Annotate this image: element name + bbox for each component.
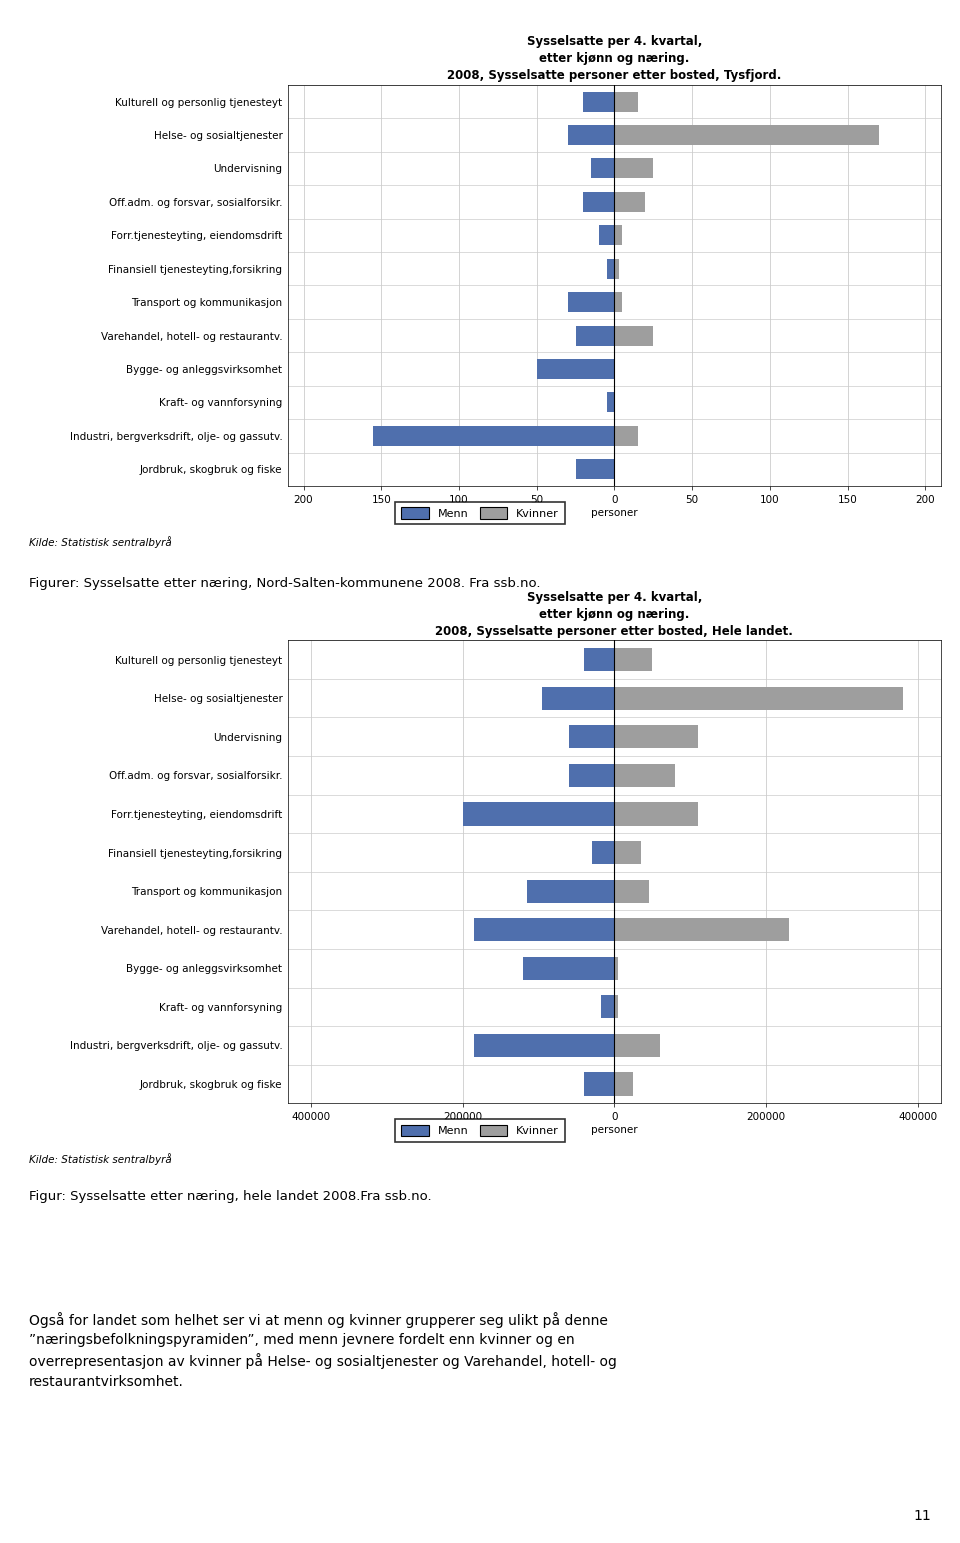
Bar [474, 1034, 614, 1057]
Bar [614, 159, 653, 179]
Bar [584, 1072, 614, 1096]
Text: Figurer: Sysselsatte etter næring, Nord-Salten-kommunene 2008. Fra ssb.no.: Figurer: Sysselsatte etter næring, Nord-… [29, 577, 540, 591]
Bar [584, 91, 614, 111]
Bar [591, 159, 614, 179]
Bar [614, 292, 622, 312]
Bar [614, 91, 637, 111]
Bar [542, 687, 614, 710]
Bar [614, 259, 619, 279]
Bar [607, 259, 614, 279]
Bar [607, 392, 614, 412]
Bar [614, 802, 698, 826]
Bar [527, 880, 614, 903]
Bar [614, 125, 878, 145]
X-axis label: personer: personer [591, 508, 637, 518]
Title: Sysselsatte per 4. kvartal,
etter kjønn og næring.
2008, Sysselsatte personer et: Sysselsatte per 4. kvartal, etter kjønn … [436, 591, 793, 637]
Legend: Menn, Kvinner: Menn, Kvinner [396, 1119, 564, 1142]
Bar [614, 426, 637, 446]
Bar [614, 957, 618, 980]
Bar [614, 326, 653, 346]
Bar [569, 764, 614, 787]
Bar [614, 1034, 660, 1057]
Bar [576, 326, 614, 346]
Text: Kilde: Statistisk sentralbyrå: Kilde: Statistisk sentralbyrå [29, 1153, 172, 1165]
Bar [567, 125, 614, 145]
Bar [537, 360, 614, 380]
Bar [614, 725, 698, 748]
Bar [474, 918, 614, 941]
Text: Figur: Sysselsatte etter næring, hele landet 2008.Fra ssb.no.: Figur: Sysselsatte etter næring, hele la… [29, 1190, 431, 1202]
Text: Kilde: Statistisk sentralbyrå: Kilde: Statistisk sentralbyrå [29, 535, 172, 548]
X-axis label: personer: personer [591, 1125, 637, 1136]
Title: Sysselsatte per 4. kvartal,
etter kjønn og næring.
2008, Sysselsatte personer et: Sysselsatte per 4. kvartal, etter kjønn … [447, 35, 781, 82]
Bar [614, 687, 902, 710]
Bar [584, 191, 614, 211]
Bar [601, 995, 614, 1018]
Bar [614, 995, 618, 1018]
Legend: Menn, Kvinner: Menn, Kvinner [396, 501, 564, 525]
Bar [373, 426, 614, 446]
Bar [584, 648, 614, 671]
Bar [614, 764, 675, 787]
Bar [463, 802, 614, 826]
Bar [567, 292, 614, 312]
Bar [614, 1072, 634, 1096]
Bar [614, 918, 789, 941]
Text: 11: 11 [914, 1509, 931, 1523]
Bar [569, 725, 614, 748]
Bar [599, 225, 614, 245]
Bar [614, 841, 641, 864]
Bar [614, 191, 645, 211]
Bar [614, 880, 649, 903]
Bar [614, 648, 653, 671]
Bar [576, 460, 614, 480]
Bar [614, 225, 622, 245]
Text: Også for landet som helhet ser vi at menn og kvinner grupperer seg ulikt på denn: Også for landet som helhet ser vi at men… [29, 1312, 616, 1389]
Bar [591, 841, 614, 864]
Bar [523, 957, 614, 980]
